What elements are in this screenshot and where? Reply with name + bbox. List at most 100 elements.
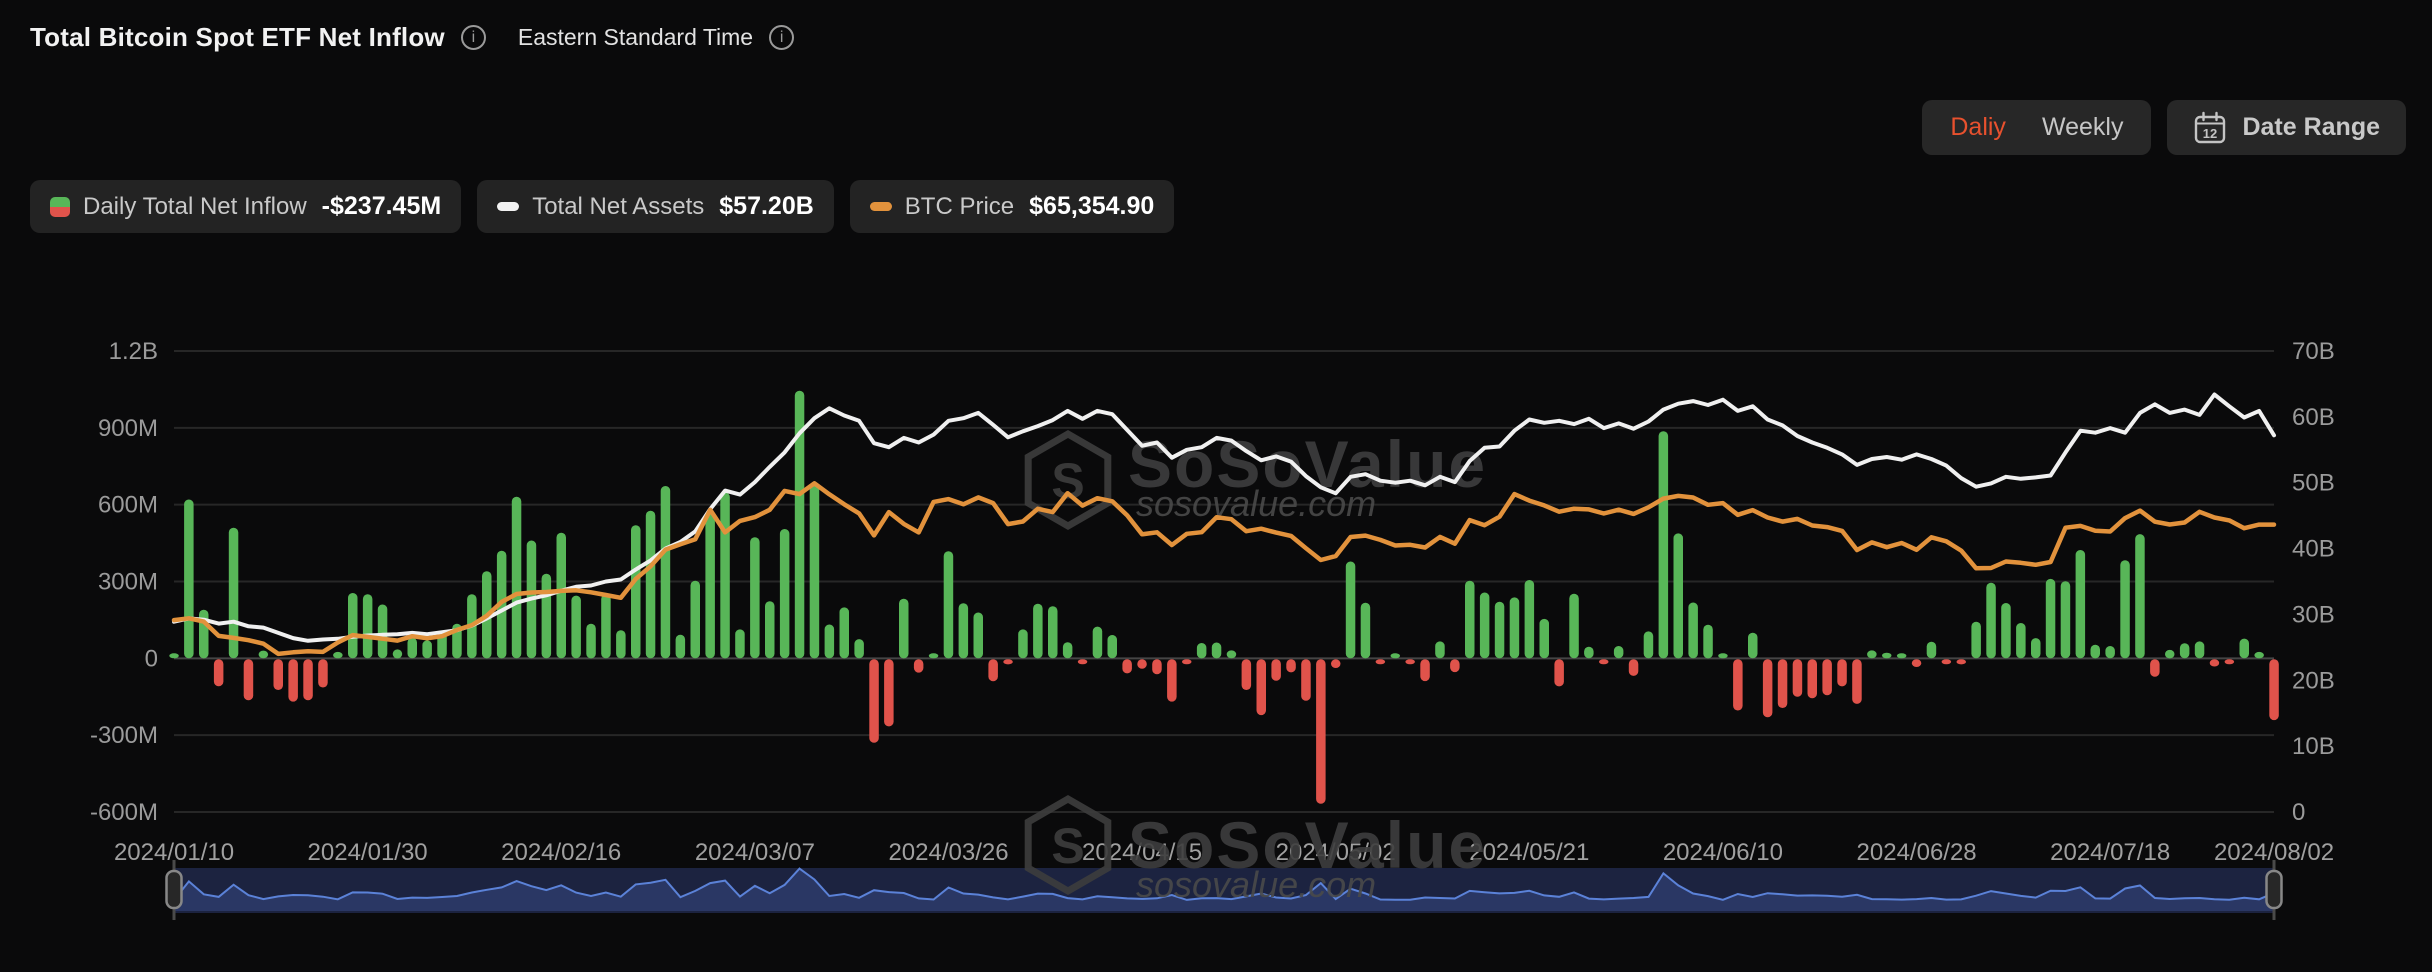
inflow-bar	[1688, 602, 1698, 659]
inflow-bar	[750, 537, 760, 659]
svg-text:20B: 20B	[2292, 667, 2335, 694]
inflow-bar	[303, 659, 313, 701]
inflow-bar	[899, 598, 909, 659]
svg-text:-600M: -600M	[90, 799, 158, 826]
inflow-bar	[437, 632, 447, 659]
svg-text:2024/02/16: 2024/02/16	[501, 839, 621, 866]
svg-text:SoSoValue: SoSoValue	[1128, 427, 1487, 501]
svg-text:10B: 10B	[2292, 733, 2335, 760]
svg-text:2024/03/26: 2024/03/26	[888, 839, 1008, 866]
legend-value: -$237.45M	[321, 192, 442, 220]
navigator[interactable]	[165, 860, 2283, 920]
inflow-bar	[184, 499, 194, 659]
inflow-bar	[1509, 597, 1520, 659]
svg-text:300M: 300M	[98, 569, 158, 596]
inflow-bar	[1837, 659, 1847, 687]
left-axis-labels: 1.2B 900M 600M 300M 0 -300M -600M	[90, 338, 158, 826]
inflow-bar	[705, 514, 715, 659]
inflow-bar	[1062, 642, 1073, 659]
inflow-bar	[690, 580, 700, 659]
navigator-area	[174, 868, 2274, 911]
inflow-bar	[1301, 659, 1311, 701]
orange-dash-icon	[869, 202, 892, 211]
inflow-bar	[2209, 659, 2220, 667]
x-axis-labels: 2024/01/10 2024/01/30 2024/02/16 2024/03/07…	[114, 839, 2334, 866]
inflow-bar	[1122, 659, 1132, 674]
date-range-button[interactable]: 12 Date Range	[2167, 100, 2406, 155]
inflow-bar	[794, 390, 805, 659]
inflow-bar	[1420, 659, 1430, 682]
inflow-bar	[243, 659, 254, 701]
timezone-info-icon[interactable]	[769, 25, 795, 50]
inflow-bar	[2194, 641, 2205, 659]
page-title: Total Bitcoin Spot ETF Net Inflow	[30, 22, 445, 52]
svg-text:S: S	[1051, 453, 1084, 509]
inflow-bar	[1137, 659, 1147, 669]
inflow-bar	[407, 637, 417, 659]
inflow-bar	[645, 510, 656, 659]
inflow-bar	[362, 594, 373, 659]
etf-netinflow-chart[interactable]: S SoSoValuesosovalue.com1.2B900M600M300M0…	[0, 330, 2432, 972]
navigator-handle-left[interactable]	[165, 860, 183, 920]
chart-legend: Daily Total Net Inflow -$237.45M Total N…	[30, 180, 1175, 233]
inflow-bar	[2090, 644, 2100, 659]
inflow-bar	[824, 624, 835, 659]
tab-daily[interactable]: Daliy	[1950, 113, 2006, 141]
inflow-bar	[616, 630, 626, 659]
inflow-bar	[1107, 635, 1117, 659]
inflow-bar	[1226, 650, 1237, 659]
inflow-bar	[1613, 646, 1624, 659]
right-axis-labels: 70B 60B 50B 40B 30B 20B 10B 0	[2292, 338, 2335, 826]
inflow-bar	[1256, 659, 1266, 716]
inflow-bar	[273, 659, 283, 690]
inflow-bar	[1405, 659, 1415, 665]
inflow-bar	[958, 603, 969, 659]
green-red-square-icon	[50, 196, 70, 217]
inflow-bar	[169, 653, 179, 659]
inflow-bar	[943, 551, 954, 659]
inflow-bar	[288, 659, 298, 702]
inflow-bar	[2239, 638, 2249, 659]
inflow-bar	[809, 483, 820, 659]
inflow-bar	[735, 629, 745, 659]
inflow-bar	[1450, 659, 1460, 673]
inflow-bar	[1748, 632, 1758, 659]
tab-weekly[interactable]: Weekly	[2041, 113, 2124, 141]
gridlines	[174, 350, 2274, 813]
svg-text:2024/06/28: 2024/06/28	[1857, 839, 1977, 866]
inflow-bar	[556, 532, 566, 659]
title-info-icon[interactable]	[460, 25, 486, 50]
svg-text:60B: 60B	[2292, 404, 2335, 431]
inflow-bar	[2179, 643, 2190, 659]
inflow-bar	[1658, 431, 1669, 659]
inflow-bar	[1524, 580, 1535, 659]
svg-text:2024/05/02: 2024/05/02	[1276, 839, 1396, 866]
legend-daily-net-inflow[interactable]: Daily Total Net Inflow -$237.45M	[30, 180, 462, 233]
inflow-bar	[377, 604, 388, 659]
inflow-bar	[660, 486, 671, 659]
legend-label: BTC Price	[904, 192, 1015, 220]
inflow-bar	[1703, 624, 1713, 659]
svg-text:2024/06/10: 2024/06/10	[1663, 839, 1783, 866]
inflow-bar	[1986, 582, 1996, 659]
svg-text:2024/01/30: 2024/01/30	[308, 839, 428, 866]
svg-text:sosovalue.com: sosovalue.com	[1136, 864, 1376, 905]
inflow-bar	[422, 640, 432, 659]
inflow-bar	[258, 650, 269, 659]
inflow-bar	[392, 649, 403, 659]
date-range-label: Date Range	[2242, 113, 2380, 141]
inflow-bars[interactable]	[169, 390, 2279, 804]
inflow-bar	[1643, 631, 1654, 659]
inflow-bar	[1479, 592, 1490, 659]
inflow-bar	[2105, 646, 2115, 659]
svg-text:2024/03/07: 2024/03/07	[695, 839, 815, 866]
inflow-bar	[1807, 659, 1817, 699]
inflow-bar	[541, 573, 552, 659]
legend-btc-price[interactable]: BTC Price $65,354.90	[849, 180, 1175, 233]
navigator-handle-right[interactable]	[2265, 860, 2283, 920]
legend-total-net-assets[interactable]: Total Net Assets $57.20B	[477, 180, 834, 233]
inflow-bar	[1360, 602, 1371, 659]
net-assets-line	[172, 392, 2276, 643]
inflow-bar	[1316, 659, 1326, 804]
timezone-label: Eastern Standard Time	[517, 24, 754, 50]
